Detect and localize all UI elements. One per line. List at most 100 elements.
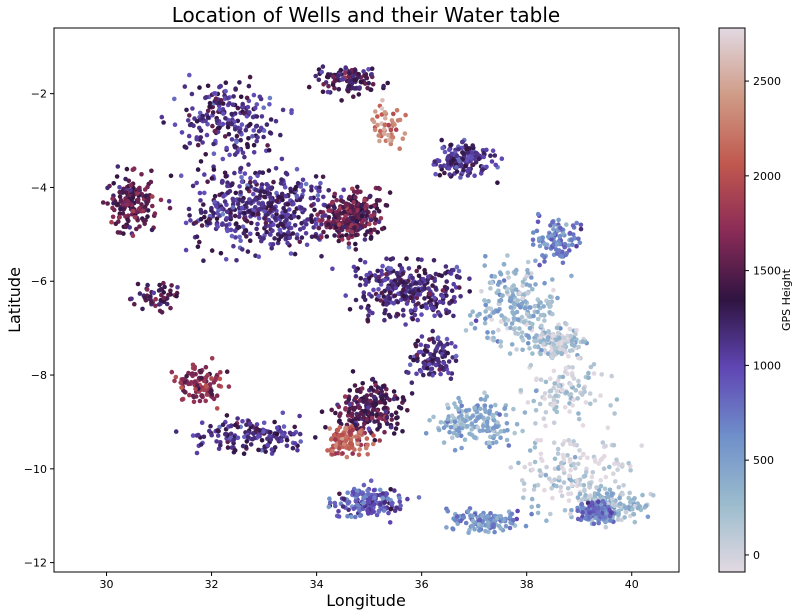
well-point [376, 287, 381, 292]
well-point [470, 421, 475, 426]
well-point [452, 295, 457, 300]
well-point [546, 329, 551, 334]
well-point [362, 218, 367, 223]
well-point [289, 251, 294, 256]
well-point [617, 485, 622, 490]
well-point [345, 218, 350, 223]
well-point [377, 438, 382, 443]
well-point [444, 264, 449, 269]
well-point [581, 339, 586, 344]
well-point [387, 296, 392, 301]
well-point [525, 312, 530, 317]
well-point [510, 342, 515, 347]
well-point [264, 230, 269, 235]
well-point [214, 96, 219, 101]
well-point [150, 204, 155, 209]
well-point [281, 411, 286, 416]
well-point [533, 460, 538, 465]
well-point [370, 416, 375, 421]
well-point [231, 94, 236, 99]
well-point [352, 190, 357, 195]
well-point [380, 272, 385, 277]
well-point [214, 204, 219, 209]
well-point [236, 106, 241, 111]
well-point [432, 353, 437, 358]
well-point [399, 406, 404, 411]
well-point [585, 456, 590, 461]
well-point [218, 84, 223, 89]
well-point [358, 283, 363, 288]
well-point [265, 437, 270, 442]
well-point [356, 414, 361, 419]
well-point [115, 174, 120, 179]
well-point [260, 203, 265, 208]
well-point [559, 341, 564, 346]
well-point [309, 188, 314, 193]
well-point [575, 478, 580, 483]
well-point [323, 425, 328, 430]
well-point [582, 483, 587, 488]
well-point [218, 377, 223, 382]
well-point [555, 296, 560, 301]
well-point [560, 494, 565, 499]
well-point [354, 434, 359, 439]
well-point [416, 339, 421, 344]
well-point [523, 465, 528, 470]
well-point [549, 486, 554, 491]
well-point [592, 522, 597, 527]
well-point [587, 485, 592, 490]
well-point [224, 216, 229, 221]
well-point [280, 157, 285, 162]
well-point [217, 126, 222, 131]
well-point [396, 118, 401, 123]
well-point [269, 246, 274, 251]
well-point [599, 484, 604, 489]
well-point [187, 73, 192, 78]
well-point [491, 338, 496, 343]
well-point [327, 505, 332, 510]
well-point [231, 205, 236, 210]
well-point [175, 285, 180, 290]
well-point [320, 409, 325, 414]
well-point [284, 194, 289, 199]
well-point [430, 329, 435, 334]
well-point [533, 259, 538, 264]
well-point [138, 291, 143, 296]
well-point [253, 197, 258, 202]
well-point [211, 142, 216, 147]
well-point [333, 504, 338, 509]
y-tick-label: −2 [31, 88, 47, 101]
well-point [512, 431, 517, 436]
well-point [255, 222, 260, 227]
well-point [188, 123, 193, 128]
y-tick-label: −4 [31, 181, 47, 194]
well-point [614, 457, 619, 462]
well-point [604, 475, 609, 480]
well-point [337, 418, 342, 423]
well-point [118, 194, 123, 199]
well-point [602, 454, 607, 459]
well-point [253, 205, 258, 210]
well-point [149, 169, 154, 174]
well-point [564, 251, 569, 256]
well-point [453, 344, 458, 349]
well-point [325, 234, 330, 239]
well-point [111, 201, 116, 206]
well-point [262, 209, 267, 214]
well-point [433, 172, 438, 177]
well-point [475, 313, 480, 318]
well-point [184, 145, 189, 150]
well-point [493, 274, 498, 279]
well-point [576, 517, 581, 522]
well-point [192, 400, 197, 405]
well-point [386, 287, 391, 292]
well-point [544, 380, 549, 385]
well-point [389, 413, 394, 418]
well-point [358, 513, 363, 518]
well-point [363, 282, 368, 287]
well-point [313, 74, 318, 79]
well-point [225, 96, 230, 101]
well-point [457, 285, 462, 290]
well-point [533, 421, 538, 426]
well-point [473, 326, 478, 331]
